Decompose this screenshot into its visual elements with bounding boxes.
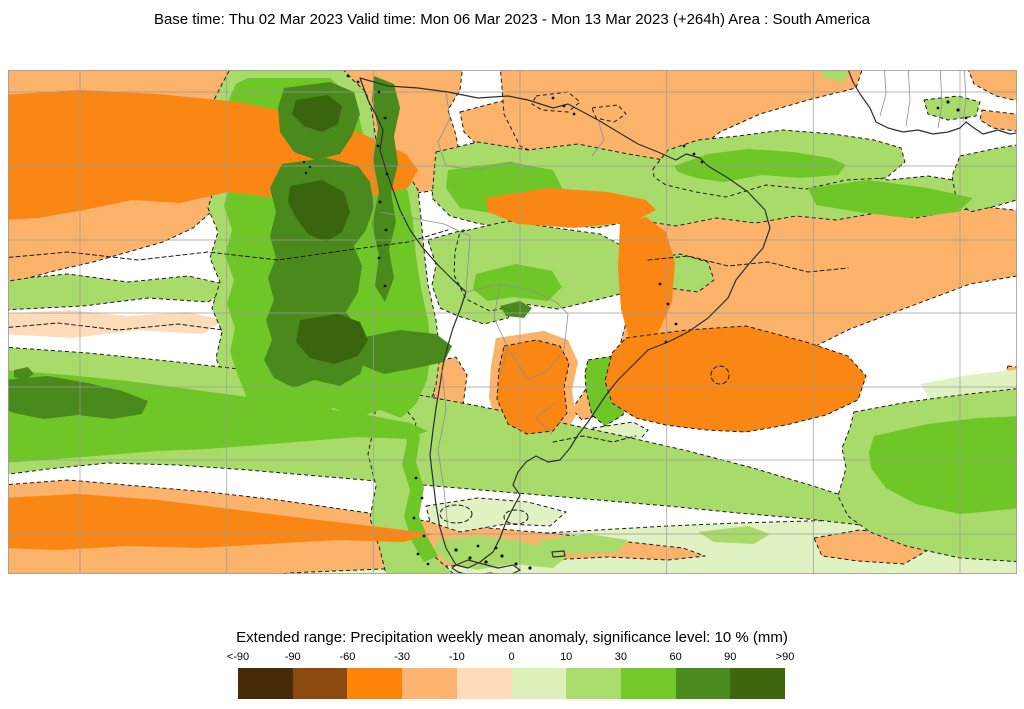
significance-marks	[302, 74, 968, 570]
legend-tick: <-90	[226, 651, 250, 663]
legend-swatch	[402, 668, 457, 699]
legend-tick: >90	[775, 651, 795, 663]
legend-tick: 90	[724, 651, 737, 663]
legend-title: Extended range: Precipitation weekly mea…	[236, 629, 788, 646]
legend-swatch	[675, 668, 731, 699]
legend-swatch	[730, 668, 786, 699]
legend-swatch	[566, 668, 621, 699]
legend-tick-labels: <-90 -90 -60 -30 -10 0 10 30 60 90 >90	[227, 651, 795, 665]
legend-swatch	[292, 668, 348, 699]
coastlines	[359, 70, 1017, 574]
legend-swatch	[511, 668, 567, 699]
legend-tick: -30	[394, 651, 411, 663]
map-frame	[8, 70, 1017, 574]
page-title: Base time: Thu 02 Mar 2023 Valid time: M…	[153, 11, 871, 28]
legend-tick: -10	[448, 651, 465, 663]
legend-swatch	[238, 668, 293, 699]
precipitation-anomaly-map	[8, 70, 1017, 574]
legend-tick: 0	[508, 651, 515, 663]
legend-tick: 10	[560, 651, 573, 663]
legend-tick: -60	[339, 651, 356, 663]
graticule	[8, 70, 1017, 574]
legend-tick: 60	[669, 651, 682, 663]
legend-tick: -90	[284, 651, 301, 663]
legend-swatch	[456, 668, 512, 699]
map-canvas	[8, 70, 1017, 574]
legend-tick: 30	[614, 651, 628, 663]
legend-colorbar	[238, 668, 786, 699]
legend-swatch	[620, 668, 676, 699]
legend-swatch	[347, 668, 403, 699]
